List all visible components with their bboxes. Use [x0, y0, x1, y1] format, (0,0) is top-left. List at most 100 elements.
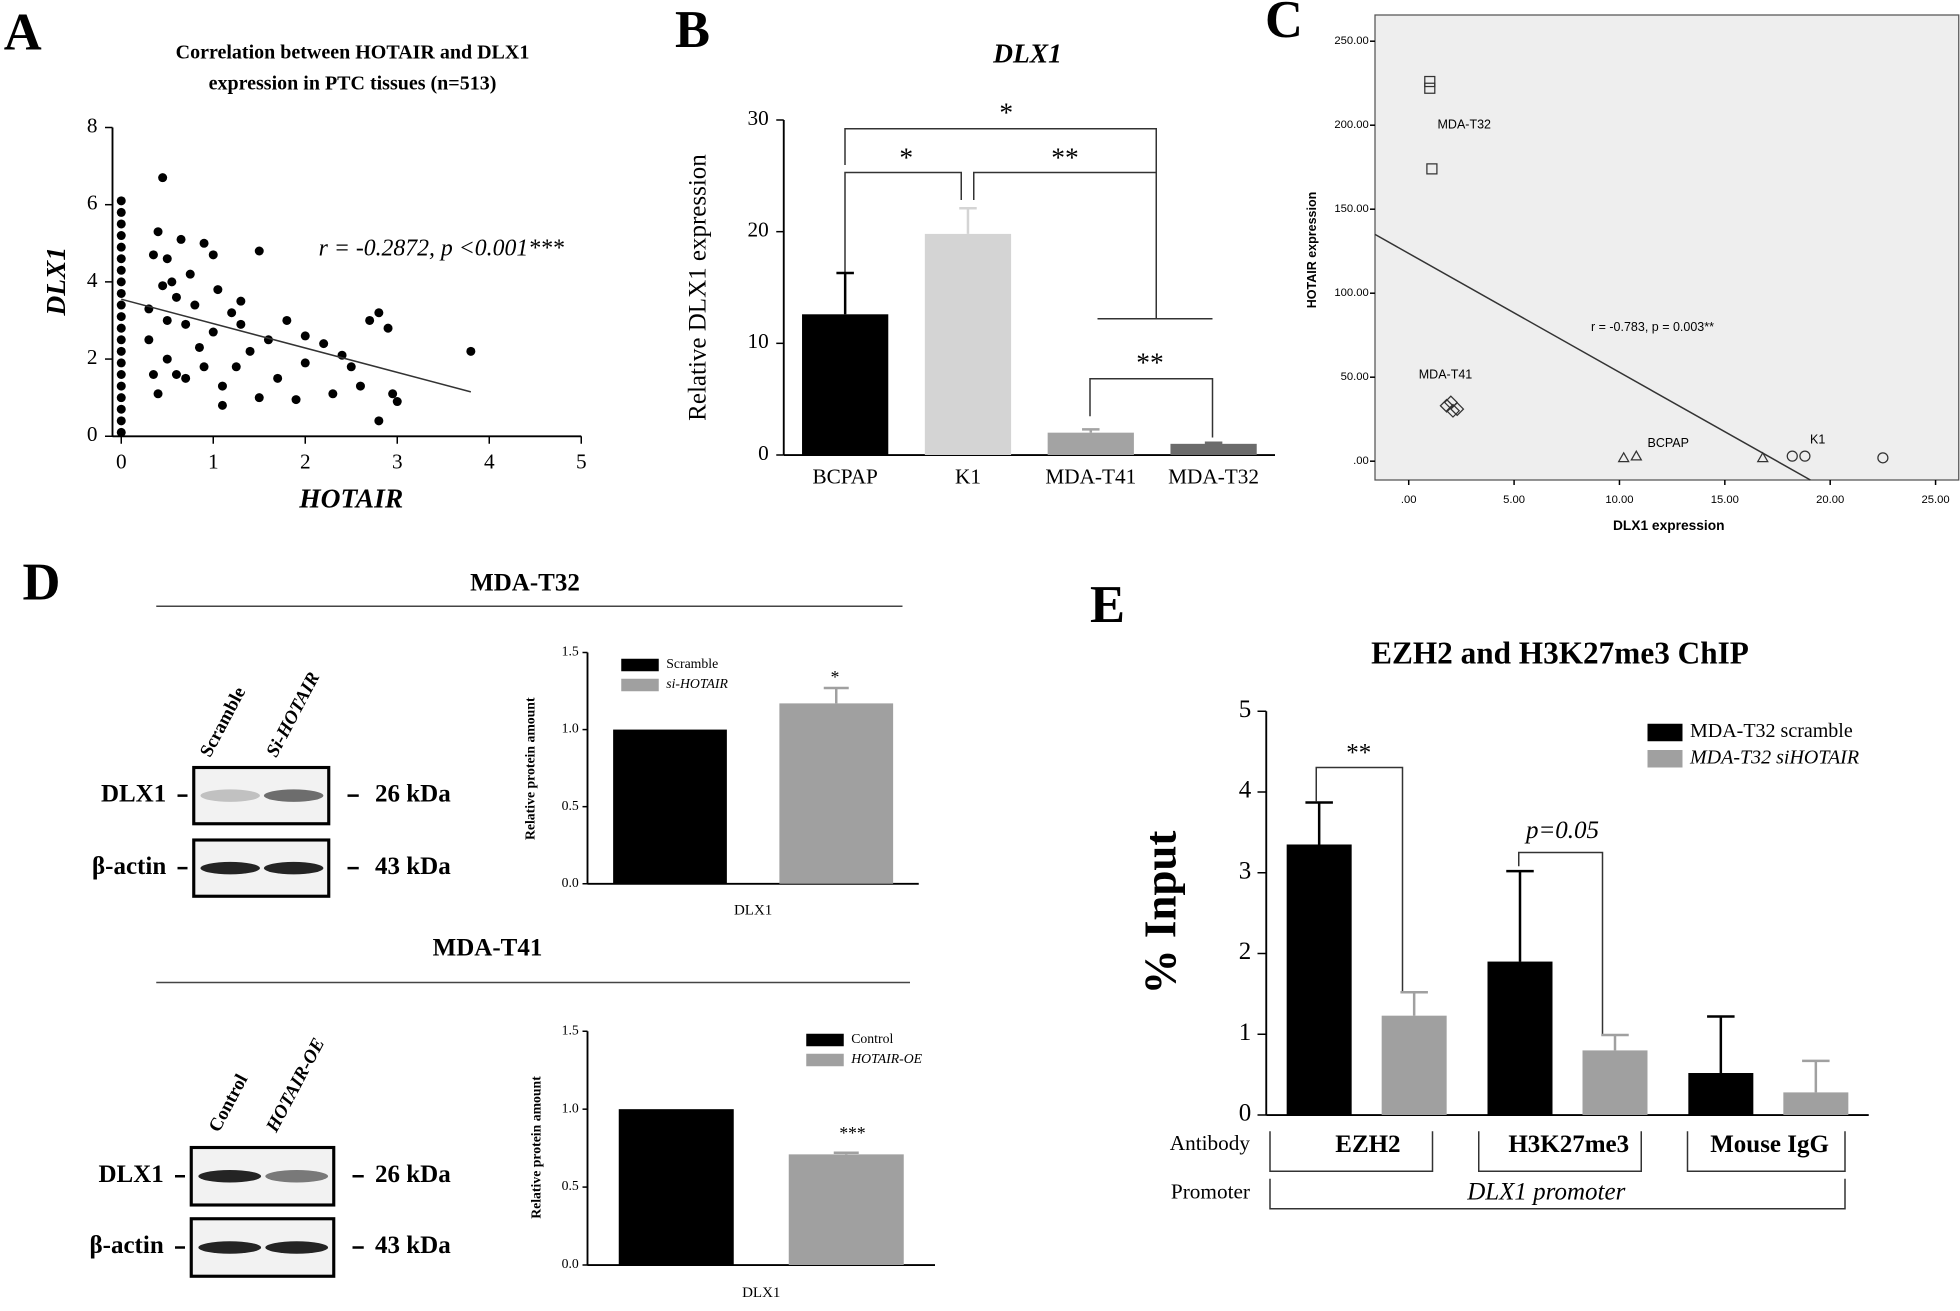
bracket	[973, 171, 1157, 319]
point	[466, 346, 476, 356]
annotation: r = -0.2872, p <0.001***	[319, 235, 564, 261]
y-tick-label: 5	[1239, 696, 1252, 723]
chart-title: expression in PTC tissues (n=513)	[209, 73, 497, 95]
plot-background	[1374, 14, 1960, 481]
point	[116, 254, 126, 264]
y-tick-label: 4	[1239, 777, 1252, 804]
point	[116, 323, 126, 333]
y-tick-label: 2	[87, 345, 98, 369]
panel-letter: C	[1265, 0, 1303, 49]
y-axis-label: HOTAIR expression	[1305, 192, 1319, 308]
point	[1445, 403, 1461, 418]
bracket	[1315, 766, 1404, 992]
legend-label: Scramble	[666, 656, 718, 671]
size-label: 26 kDa	[375, 1161, 451, 1188]
point	[116, 404, 126, 414]
blot-band	[200, 789, 260, 802]
lane-label: Si-HOTAIR	[262, 669, 324, 761]
bar	[1783, 1092, 1849, 1115]
point	[1424, 75, 1436, 88]
blot-band	[265, 1170, 329, 1183]
x-tick-label: MDA-T32	[1168, 465, 1259, 489]
x-axis-label: DLX1 expression	[1613, 518, 1725, 533]
significance-label: **	[1136, 346, 1164, 377]
fit-line	[1374, 233, 1811, 481]
point	[194, 342, 204, 352]
blot-band	[263, 789, 324, 802]
row-label: Promoter	[1171, 1180, 1250, 1204]
y-tick-label: 100.00	[1334, 287, 1368, 299]
y-tick-label: 0	[1239, 1100, 1252, 1127]
bracket	[844, 171, 962, 273]
point	[199, 238, 209, 248]
point	[1630, 449, 1643, 461]
point	[153, 227, 163, 237]
series-label: BCPAP	[1648, 436, 1689, 450]
y-tick-label: .00	[1353, 455, 1369, 467]
bracket	[1269, 1131, 1434, 1172]
point	[116, 242, 126, 252]
panel-letter: D	[23, 554, 61, 612]
x-tick-label: H3K27me3	[1508, 1131, 1629, 1158]
y-axis-label: DLX1	[40, 247, 71, 317]
y-tick-label: 200.00	[1334, 119, 1368, 131]
significance-label: *	[831, 667, 840, 687]
size-label: 26 kDa	[375, 780, 451, 807]
y-tick-label: 250.00	[1334, 35, 1368, 47]
legend-swatch	[621, 678, 659, 692]
point	[374, 416, 384, 426]
y-tick-label: 1.5	[562, 1022, 579, 1037]
point	[231, 362, 241, 372]
point	[116, 370, 126, 379]
x-tick-label: Mouse IgG	[1710, 1131, 1829, 1158]
x-tick-label: 1	[208, 450, 219, 474]
point	[116, 231, 126, 241]
significance-label: p=0.05	[1524, 817, 1599, 844]
x-tick-label: K1	[955, 465, 981, 489]
size-label: 43 kDa	[375, 1232, 451, 1259]
bar	[1381, 1015, 1447, 1115]
y-axis-label: Relative protein amount	[529, 1076, 544, 1219]
point	[1424, 82, 1436, 94]
blot-band	[265, 1241, 329, 1254]
blot-header: MDA-T32	[470, 570, 580, 597]
point	[236, 296, 246, 306]
point	[116, 288, 126, 298]
point	[162, 254, 172, 264]
point	[236, 319, 246, 329]
bracket	[1089, 378, 1214, 438]
y-tick-label: 20	[748, 218, 769, 242]
point	[300, 331, 310, 341]
blot-band	[263, 861, 324, 875]
point	[153, 389, 163, 399]
legend-label: Control	[851, 1031, 893, 1046]
point	[273, 373, 283, 383]
fit-line	[121, 298, 472, 393]
y-tick-label: 3	[1239, 857, 1252, 884]
x-tick-label: BCPAP	[812, 465, 877, 489]
point	[181, 373, 191, 383]
point	[392, 397, 402, 407]
significance-label: **	[1346, 740, 1371, 767]
point	[148, 250, 158, 260]
point	[148, 370, 158, 379]
point	[181, 319, 191, 329]
y-tick-label: 0.5	[562, 1178, 579, 1193]
x-tick-label: DLX1	[742, 1285, 780, 1301]
y-tick-label: 0	[758, 441, 769, 465]
x-tick-label: 4	[484, 450, 495, 474]
point	[116, 335, 126, 345]
point	[217, 381, 227, 391]
blot-band	[200, 861, 260, 875]
bar	[1582, 1050, 1648, 1115]
point	[291, 395, 301, 405]
y-tick-label: 8	[87, 113, 98, 137]
point	[116, 207, 126, 217]
point	[254, 393, 264, 403]
legend-swatch	[1647, 723, 1683, 742]
point	[355, 381, 365, 391]
x-tick-label: EZH2	[1335, 1131, 1400, 1158]
point	[1426, 163, 1438, 175]
y-tick-label: 1.5	[562, 644, 579, 659]
chart-title: EZH2 and H3K27me3 ChIP	[1371, 635, 1749, 670]
